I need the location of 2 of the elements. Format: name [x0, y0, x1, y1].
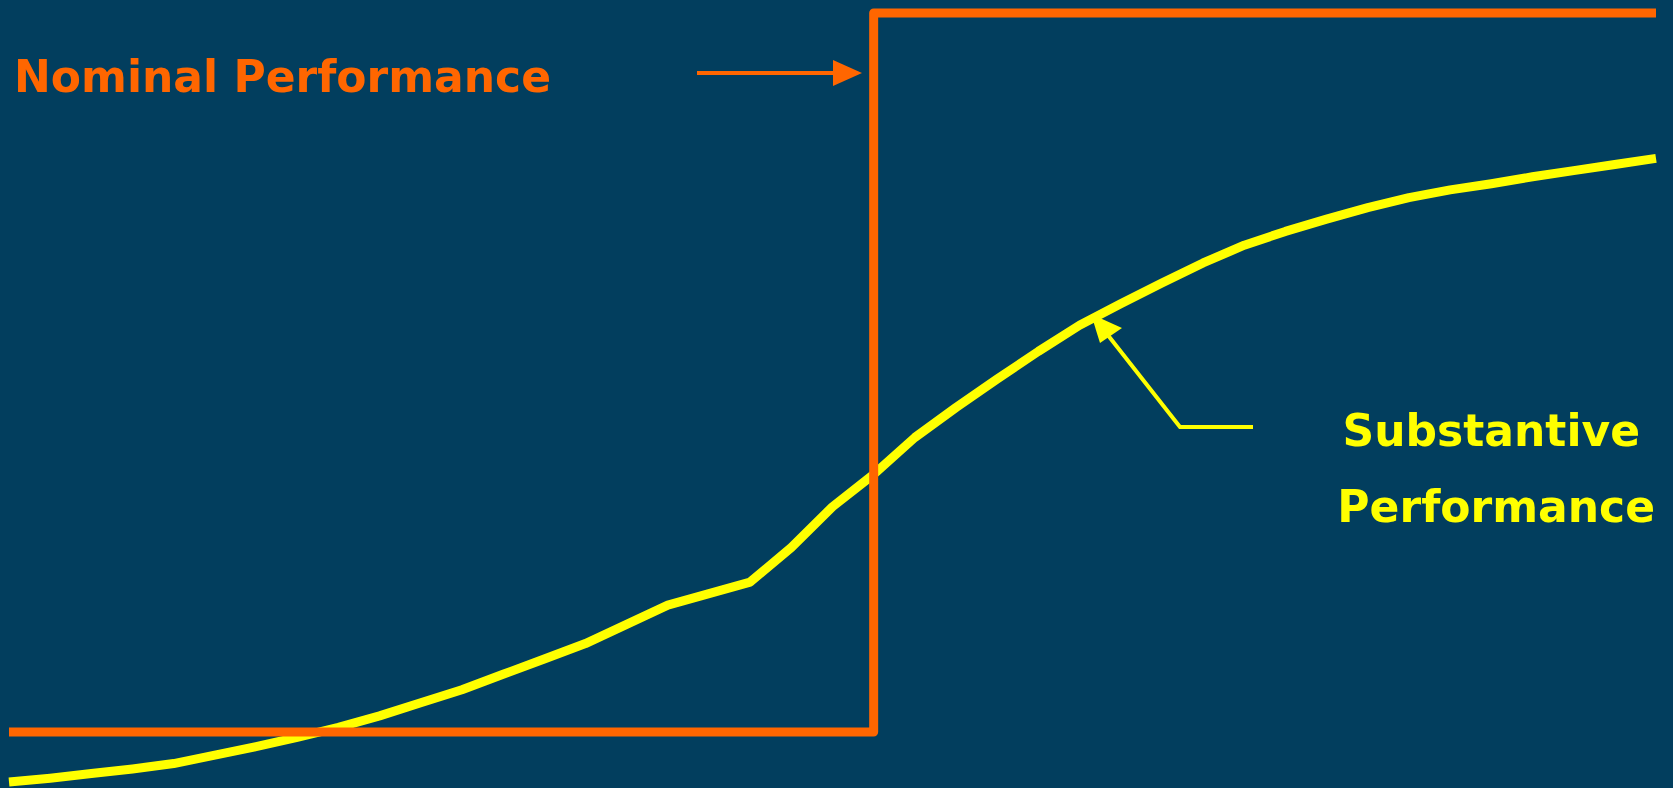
text: Nominal Performance [14, 51, 552, 102]
text: Substantive Performance [1337, 405, 1655, 532]
